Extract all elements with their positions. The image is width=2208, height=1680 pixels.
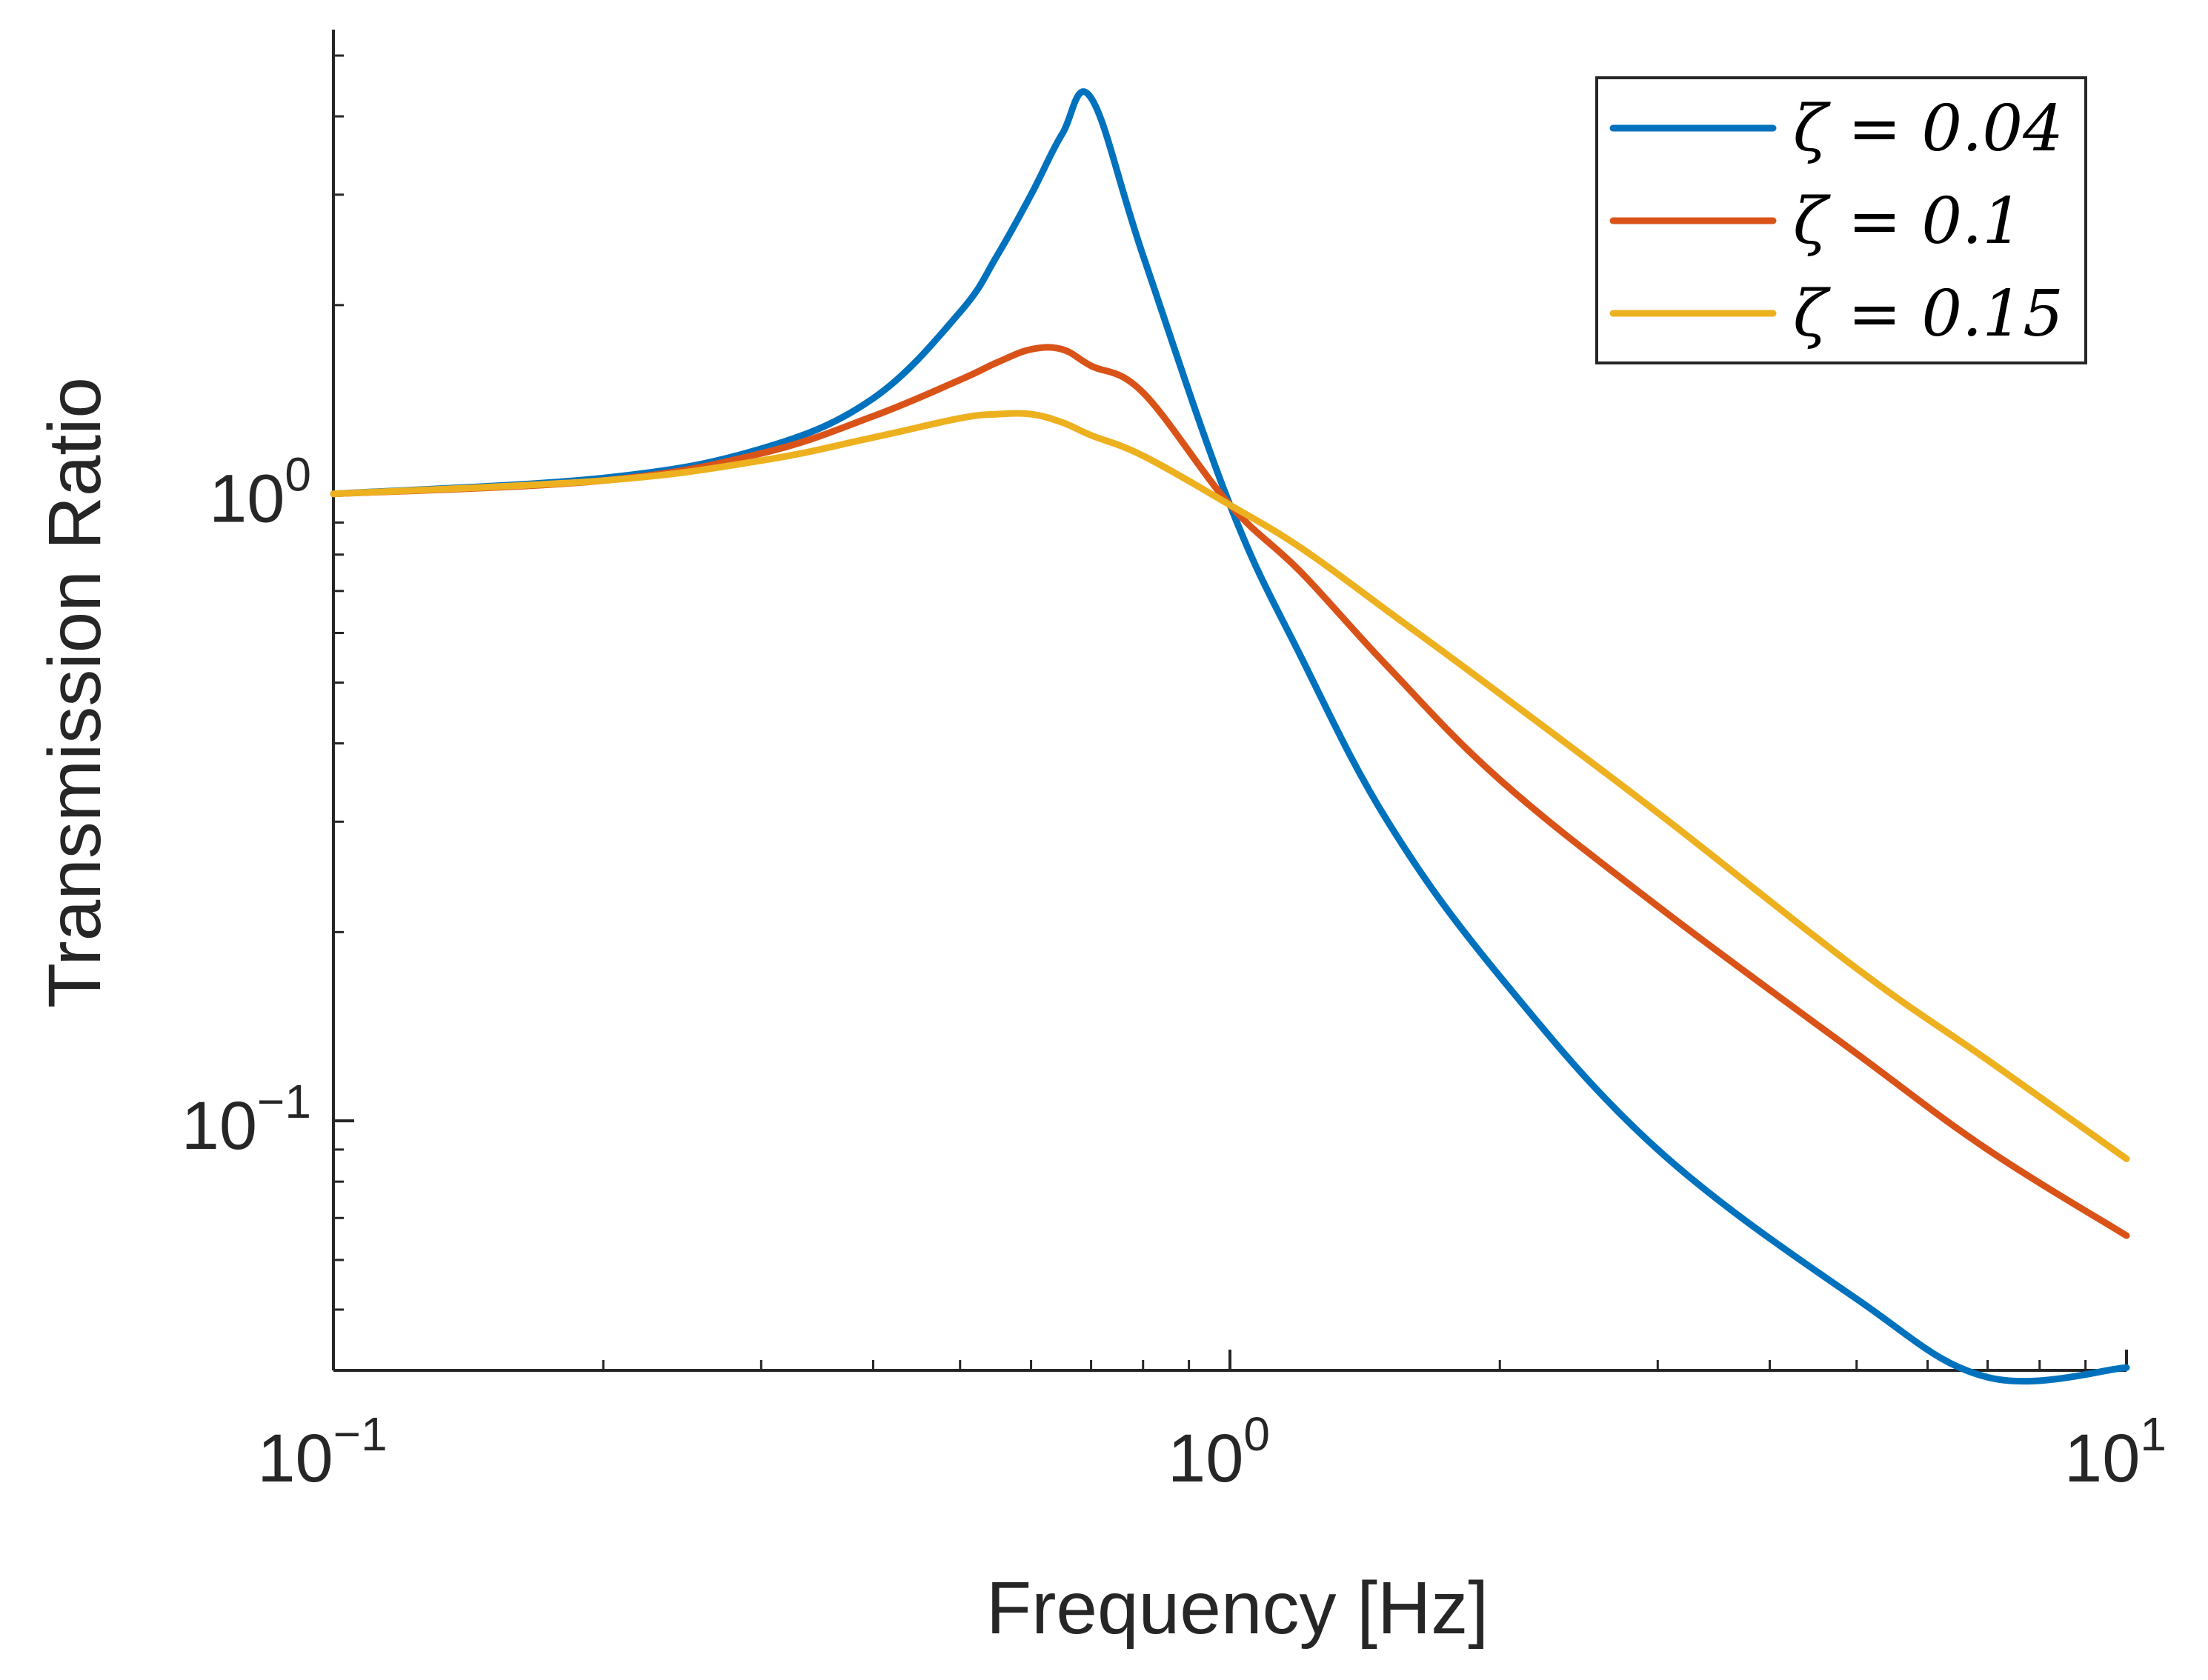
series-layer: [330, 88, 2130, 1385]
x-tick-base: 10: [257, 1421, 333, 1496]
y-tick-base: 10: [182, 1088, 257, 1164]
series-line-1: [330, 344, 2130, 1239]
legend: ζ = 0.04 ζ = 0.1 ζ = 0.15: [1595, 76, 2087, 364]
x-tick-exponent: 1: [2140, 1407, 2167, 1461]
y-tick-exponent: 0: [285, 448, 311, 501]
y-tick-label: 100: [209, 448, 311, 537]
y-tick-label: 10−1: [182, 1075, 311, 1164]
series-line-0: [330, 88, 2130, 1385]
series-line-2: [330, 410, 2130, 1162]
y-axis-title: Transmission Ratio: [33, 377, 116, 1008]
x-tick-exponent: 0: [1243, 1407, 1270, 1461]
legend-label-1: ζ = 0.1: [1793, 184, 2023, 259]
x-axis-title: Frequency [Hz]: [986, 1567, 1489, 1650]
y-tick-base: 10: [209, 461, 285, 537]
y-tick-exponent: −1: [257, 1075, 311, 1128]
x-tick-label: 100: [1168, 1407, 1270, 1496]
legend-label-2: ζ = 0.15: [1793, 277, 2064, 351]
x-tick-label: 10−1: [257, 1407, 387, 1496]
legend-label-0: ζ = 0.04: [1793, 92, 2064, 166]
x-tick-exponent: −1: [333, 1407, 388, 1461]
x-tick-base: 10: [1168, 1421, 1243, 1496]
x-tick-base: 10: [2064, 1421, 2140, 1496]
x-tick-label: 101: [2064, 1407, 2167, 1496]
